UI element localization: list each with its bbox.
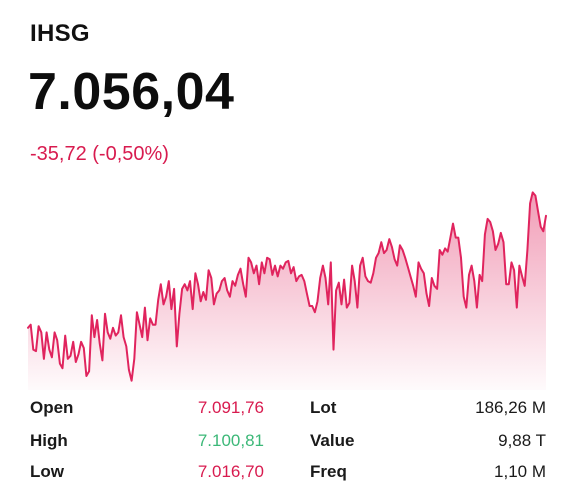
stats-row-1: Open 7.091,76 Lot 186,26 M bbox=[30, 398, 546, 424]
stats-row-3: Low 7.016,70 Freq 1,10 M bbox=[30, 462, 546, 488]
freq-value: 1,10 M bbox=[494, 462, 546, 481]
high-label: High bbox=[30, 431, 68, 450]
high-value: 7.100,81 bbox=[197, 431, 264, 450]
low-value: 7.016,70 bbox=[197, 462, 264, 481]
stats-row-2: High 7.100,81 Value 9,88 T bbox=[30, 431, 546, 457]
intraday-chart[interactable] bbox=[0, 180, 574, 390]
freq-label: Freq bbox=[310, 462, 347, 481]
open-label: Open bbox=[30, 398, 74, 417]
value-label: Value bbox=[310, 431, 355, 450]
value-value: 9,88 T bbox=[498, 431, 546, 450]
index-price: 7.056,04 bbox=[28, 63, 235, 121]
price-change: -35,72 (-0,50%) bbox=[30, 143, 169, 165]
open-value: 7.091,76 bbox=[197, 398, 264, 417]
stats-panel: Open 7.091,76 Lot 186,26 M High 7.100,81… bbox=[30, 398, 546, 494]
chart-area-fill bbox=[28, 192, 546, 390]
ticker-title: IHSG bbox=[30, 20, 90, 47]
low-label: Low bbox=[30, 462, 64, 481]
lot-label: Lot bbox=[310, 398, 337, 417]
lot-value: 186,26 M bbox=[475, 398, 546, 417]
chart-series-line bbox=[27, 191, 547, 382]
